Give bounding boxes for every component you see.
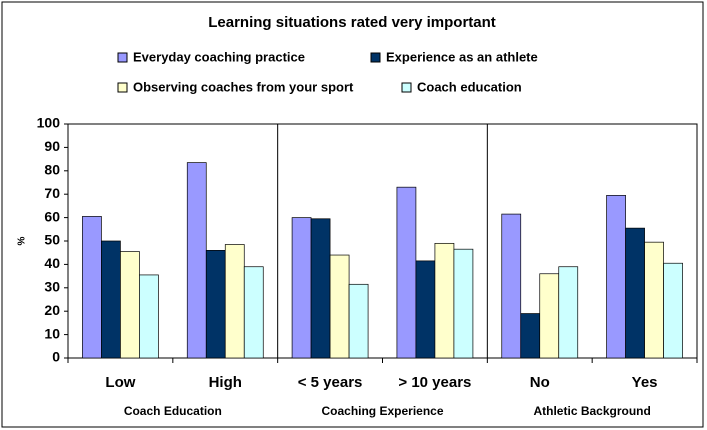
- bar: [521, 314, 540, 358]
- bar: [664, 263, 683, 358]
- bar: [82, 216, 101, 358]
- chart: Learning situations rated very important…: [0, 0, 707, 430]
- legend-marker: [402, 83, 411, 92]
- x-tick-label: < 5 years: [298, 374, 363, 391]
- y-tick-label: 0: [52, 349, 60, 365]
- y-tick-label: 30: [44, 279, 60, 295]
- bar: [292, 218, 311, 358]
- legend-label: Coach education: [417, 79, 522, 94]
- y-tick-label: 10: [44, 325, 60, 341]
- y-axis-label: %: [17, 236, 28, 245]
- bar: [330, 255, 349, 358]
- y-tick-label: 20: [44, 302, 60, 318]
- bar: [559, 267, 578, 358]
- bar: [120, 252, 139, 358]
- bar: [349, 284, 368, 358]
- x-tick-label: Yes: [632, 374, 658, 391]
- x-tick-label: High: [209, 374, 242, 391]
- bar: [645, 242, 664, 358]
- bar: [454, 249, 473, 358]
- legend-marker: [371, 53, 380, 62]
- y-tick-label: 90: [44, 138, 60, 154]
- y-tick-label: 40: [44, 255, 60, 271]
- bar: [139, 275, 158, 358]
- legend-marker: [118, 53, 127, 62]
- y-tick-label: 80: [44, 162, 60, 178]
- group-label: Coach Education: [124, 404, 222, 418]
- x-tick-label: No: [530, 374, 550, 391]
- bar: [540, 274, 559, 358]
- group-label: Coaching Experience: [321, 404, 443, 418]
- y-tick-label: 100: [37, 115, 61, 131]
- page: Learning situations rated very important…: [0, 0, 707, 430]
- x-tick-label: > 10 years: [398, 374, 471, 391]
- bar: [502, 214, 521, 358]
- bar: [187, 163, 206, 358]
- y-tick-label: 70: [44, 185, 60, 201]
- bar: [435, 243, 454, 358]
- bar: [206, 250, 225, 358]
- y-tick-label: 60: [44, 208, 60, 224]
- bar: [311, 219, 330, 358]
- bar: [397, 187, 416, 358]
- legend-label: Observing coaches from your sport: [133, 79, 354, 94]
- bar: [607, 195, 626, 358]
- legend-label: Everyday coaching practice: [133, 49, 305, 64]
- bar: [225, 245, 244, 358]
- chart-title: Learning situations rated very important: [208, 14, 496, 31]
- bar: [626, 228, 645, 358]
- legend-label: Experience as an athlete: [386, 49, 538, 64]
- bar: [416, 261, 435, 358]
- bar: [101, 241, 120, 358]
- x-tick-label: Low: [105, 374, 135, 391]
- group-label: Athletic Background: [533, 404, 650, 418]
- chart-border: [2, 2, 703, 427]
- bar: [244, 267, 263, 358]
- y-tick-label: 50: [44, 232, 60, 248]
- legend-marker: [118, 83, 127, 92]
